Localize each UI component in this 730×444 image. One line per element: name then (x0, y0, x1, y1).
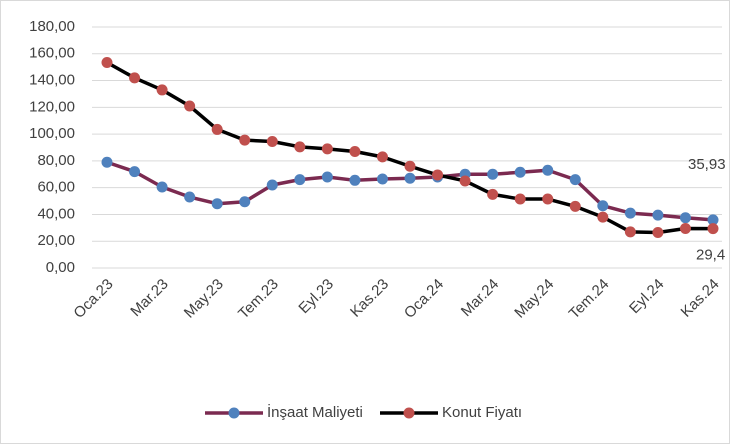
marker (679, 223, 691, 235)
marker (707, 214, 719, 226)
marker (376, 151, 388, 163)
marker (624, 207, 636, 219)
marker (542, 193, 554, 205)
marker (597, 200, 609, 212)
marker (487, 168, 499, 180)
y-tick-label: 20,00 (37, 232, 75, 249)
marker (652, 209, 664, 221)
marker (404, 172, 416, 184)
y-tick-label: 60,00 (37, 179, 75, 196)
marker (129, 166, 141, 178)
legend-label: Konut Fiyatı (442, 404, 522, 421)
y-tick-label: 140,00 (29, 72, 75, 89)
marker (569, 200, 581, 212)
data-label: 35,93 (688, 156, 726, 173)
marker (321, 143, 333, 155)
marker (211, 198, 223, 210)
marker (349, 174, 361, 186)
marker (432, 169, 444, 181)
marker (376, 173, 388, 185)
marker (239, 196, 251, 208)
marker (624, 226, 636, 238)
marker (266, 179, 278, 191)
marker (597, 211, 609, 223)
y-tick-label: 120,00 (29, 98, 75, 115)
marker (294, 174, 306, 186)
marker (487, 188, 499, 200)
marker (129, 72, 141, 84)
marker (156, 84, 168, 96)
marker (211, 123, 223, 135)
marker (652, 227, 664, 239)
legend-label: İnşaat Maliyeti (267, 403, 363, 421)
y-tick-label: 0,00 (46, 259, 75, 276)
marker (156, 181, 168, 193)
marker (184, 100, 196, 112)
y-tick-label: 160,00 (29, 45, 75, 62)
y-tick-label: 80,00 (37, 152, 75, 169)
marker (542, 164, 554, 176)
marker (101, 56, 113, 68)
marker (266, 135, 278, 147)
marker (294, 141, 306, 153)
marker (679, 212, 691, 224)
marker (514, 193, 526, 205)
marker (569, 174, 581, 186)
y-tick-label: 100,00 (29, 125, 75, 142)
legend-marker (228, 407, 240, 419)
data-label: 29,4 (696, 247, 725, 264)
marker (101, 156, 113, 168)
marker (184, 191, 196, 203)
y-tick-label: 40,00 (37, 205, 75, 222)
marker (404, 160, 416, 172)
legend-marker (403, 407, 415, 419)
marker (459, 175, 471, 187)
marker (514, 166, 526, 178)
marker (239, 134, 251, 146)
marker (321, 171, 333, 183)
y-tick-label: 180,00 (29, 18, 75, 35)
marker (707, 223, 719, 235)
marker (349, 146, 361, 158)
